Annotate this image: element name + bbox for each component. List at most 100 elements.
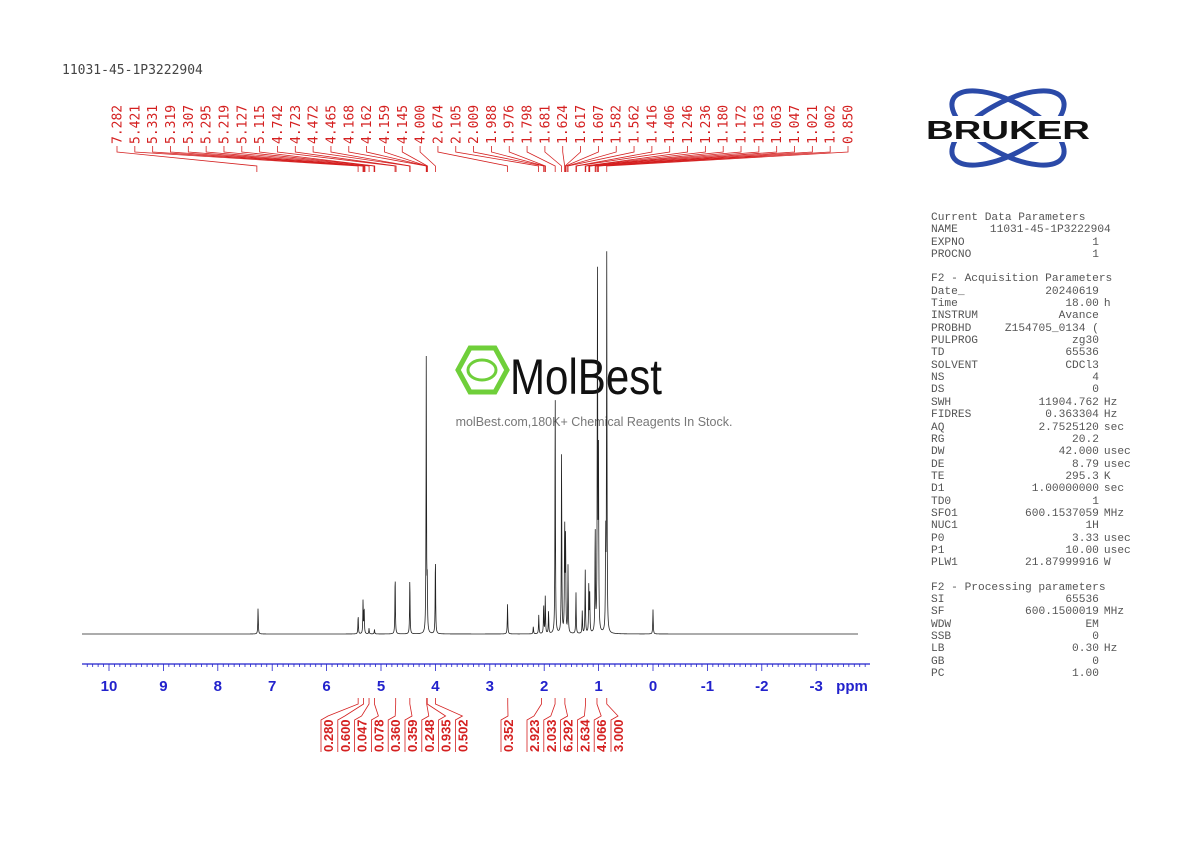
peak-label: 4.145	[396, 105, 411, 144]
parameter-key: SOLVENT	[931, 359, 978, 372]
parameter-row: SWH 11904.762 Hz	[931, 397, 1141, 409]
parameter-value: 0.363304	[1045, 409, 1099, 422]
peak-label: 1.976	[503, 105, 518, 144]
peak-label: 5.219	[217, 105, 232, 144]
parameter-row: INSTRUM Avance	[931, 310, 1141, 322]
integral-bracket	[560, 698, 569, 752]
integral-value: 0.935	[439, 719, 454, 752]
peak-connector	[508, 146, 546, 172]
parameter-unit: Hz	[1103, 409, 1118, 422]
integral-value: 2.923	[527, 719, 542, 752]
integral-bracket	[370, 698, 379, 752]
peak-connector	[330, 146, 411, 172]
tick-label: 6	[322, 678, 330, 695]
peak-connector	[575, 146, 653, 172]
parameter-value: 3.33	[1072, 532, 1099, 545]
bruker-logo: BRUKER	[924, 88, 1092, 168]
peak-label: 1.416	[645, 105, 660, 144]
peak-label: 1.246	[681, 105, 696, 144]
peak-connector	[594, 146, 778, 172]
parameter-unit	[1099, 520, 1141, 532]
peak-label: 1.406	[663, 105, 678, 144]
parameter-unit	[1099, 360, 1141, 372]
peak-label: 1.562	[628, 105, 643, 144]
peak-connector	[566, 146, 617, 172]
parameter-value: 8.79	[1072, 458, 1099, 471]
integral-bracket	[500, 698, 509, 752]
parameter-unit	[1099, 249, 1141, 261]
parameter-section-title: F2 - Acquisition Parameters	[931, 273, 1113, 286]
parameter-key: DS	[931, 384, 945, 397]
parameter-value: 1	[1092, 236, 1099, 249]
parameter-row: Time 18.00 h	[931, 298, 1141, 310]
molbest-hexagon-icon	[455, 345, 510, 395]
integral-value: 0.280	[321, 719, 336, 752]
peak-connector	[473, 146, 545, 172]
parameter-value: 600.1500019	[1025, 606, 1099, 619]
integral-bracket	[606, 698, 619, 752]
peak-label: 4.472	[307, 105, 322, 144]
parameter-unit: Hz	[1103, 643, 1118, 656]
orbit-icon	[949, 88, 1067, 168]
peak-label: 4.465	[324, 105, 339, 144]
parameter-key: PULPROG	[931, 335, 978, 348]
peak-connector	[455, 146, 539, 172]
tick-label: 0	[649, 678, 657, 695]
parameter-unit	[1099, 310, 1141, 322]
parameter-value: 1	[1092, 249, 1099, 262]
peak-connector	[401, 146, 428, 172]
parameter-unit: sec	[1103, 421, 1125, 434]
peak-label: 5.307	[182, 105, 197, 144]
peak-connector	[277, 146, 396, 172]
parameter-row: PROBHD Z154705_0134 (	[931, 323, 1141, 335]
peak-label: 2.674	[431, 105, 446, 144]
integral-bracket	[337, 698, 364, 752]
peak-connector	[606, 146, 849, 172]
parameter-key: NS	[931, 372, 945, 385]
integral-value: 0.078	[371, 719, 386, 752]
peak-connector	[437, 146, 508, 172]
parameter-row: SI 65536	[931, 594, 1141, 606]
parameter-value: zg30	[1072, 335, 1099, 348]
peak-label: 1.180	[717, 105, 732, 144]
peak-label: 5.115	[253, 105, 268, 144]
tick-label: 8	[214, 678, 222, 695]
tick-label: -3	[810, 678, 823, 695]
molbest-ring-icon	[466, 358, 498, 382]
tick-label: -2	[755, 678, 768, 695]
peak-label: 1.617	[574, 105, 589, 144]
parameter-row: TD 65536	[931, 347, 1141, 359]
parameter-key: NUC1	[931, 520, 958, 533]
integral-bracket	[404, 698, 413, 752]
parameter-unit: h	[1103, 298, 1111, 311]
peak-connector	[564, 146, 581, 172]
parameter-unit	[1099, 237, 1141, 249]
parameter-value: 10.00	[1065, 544, 1099, 557]
parameter-row: DW 42.000 usec	[931, 446, 1141, 458]
peak-label: 2.009	[467, 105, 482, 144]
integral-value: 0.502	[455, 719, 470, 752]
integral-bracket	[387, 698, 397, 752]
parameter-unit	[1099, 372, 1141, 384]
bruker-brand: BRUKER	[926, 115, 1090, 145]
parameter-value: 4	[1092, 372, 1099, 385]
peak-label: 5.295	[200, 105, 215, 144]
tick-label: 7	[268, 678, 276, 695]
parameter-key: PC	[931, 668, 945, 681]
axis-unit-label: ppm	[836, 678, 868, 695]
parameter-value: 295.3	[1065, 470, 1099, 483]
integral-value: 0.359	[405, 719, 420, 752]
parameter-key: EXPNO	[931, 236, 965, 249]
integral-value: 6.292	[561, 719, 576, 752]
peak-label: 1.607	[592, 105, 607, 144]
parameter-value: 1.00000000	[1031, 483, 1099, 496]
parameter-key: FIDRES	[931, 409, 972, 422]
integral-value: 4.066	[594, 719, 609, 752]
peak-labels: 7.282 5.421 5.331 5.319 5.307 5.295 5.219 5.127…	[111, 105, 857, 172]
parameter-unit	[1099, 631, 1141, 643]
parameter-unit: usec	[1103, 544, 1131, 557]
tick-label: 1	[594, 678, 602, 695]
peak-label: 7.282	[111, 105, 126, 144]
peak-connector	[259, 146, 376, 172]
